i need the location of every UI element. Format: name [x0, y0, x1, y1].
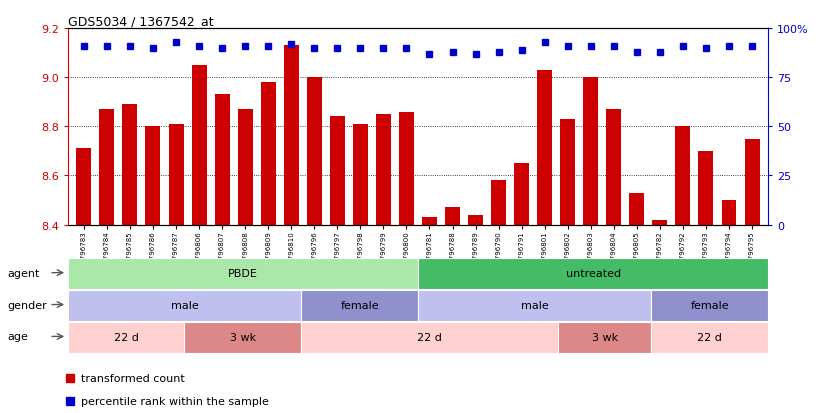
Bar — [583, 78, 598, 225]
Bar — [238, 110, 253, 225]
Bar — [653, 220, 667, 225]
Bar — [606, 110, 621, 225]
Bar — [560, 120, 575, 225]
Text: female: female — [340, 300, 379, 311]
Bar — [468, 215, 483, 225]
Bar — [422, 218, 437, 225]
Bar — [699, 152, 714, 225]
Bar — [169, 125, 183, 225]
Text: agent: agent — [7, 268, 40, 278]
Bar — [261, 83, 276, 225]
Bar — [353, 125, 368, 225]
Bar — [722, 201, 737, 225]
Text: male: male — [171, 300, 198, 311]
Text: 22 d: 22 d — [417, 332, 442, 342]
Bar — [76, 149, 92, 225]
Bar — [514, 164, 529, 225]
Text: 22 d: 22 d — [114, 332, 139, 342]
Text: gender: gender — [7, 300, 47, 310]
Text: PBDE: PBDE — [228, 268, 258, 279]
Bar — [192, 66, 206, 225]
Text: GDS5034 / 1367542_at: GDS5034 / 1367542_at — [68, 15, 213, 28]
Bar — [629, 193, 644, 225]
Text: percentile rank within the sample: percentile rank within the sample — [81, 396, 269, 406]
Bar — [122, 105, 137, 225]
Text: male: male — [521, 300, 548, 311]
Bar — [399, 112, 414, 225]
Bar — [491, 181, 506, 225]
Bar — [330, 117, 344, 225]
Text: 22 d: 22 d — [697, 332, 722, 342]
Bar — [376, 115, 391, 225]
Bar — [676, 127, 691, 225]
Text: untreated: untreated — [566, 268, 620, 279]
Bar — [445, 208, 460, 225]
Text: 3 wk: 3 wk — [591, 332, 618, 342]
Bar — [215, 95, 230, 225]
Text: age: age — [7, 332, 28, 342]
Bar — [744, 139, 760, 225]
Bar — [284, 46, 299, 225]
Bar — [145, 127, 160, 225]
Text: female: female — [691, 300, 729, 311]
Bar — [99, 110, 114, 225]
Text: 3 wk: 3 wk — [230, 332, 256, 342]
Text: transformed count: transformed count — [81, 373, 185, 383]
Bar — [537, 71, 552, 225]
Bar — [306, 78, 322, 225]
